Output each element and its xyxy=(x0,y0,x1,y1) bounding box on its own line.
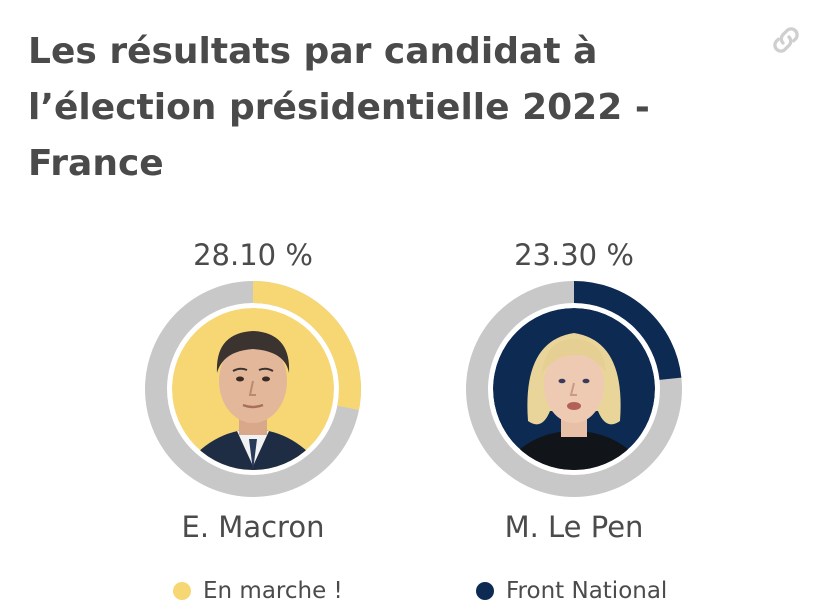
result-donut xyxy=(466,281,682,497)
party-legend: Front National xyxy=(476,578,756,604)
ring-progress xyxy=(466,281,682,497)
party-name: Front National xyxy=(506,578,668,604)
party-color-dot xyxy=(173,582,191,600)
percent-label: 23.30 % xyxy=(514,238,634,272)
ring-progress xyxy=(145,281,361,497)
party-name: En marche ! xyxy=(203,578,343,604)
candidate-name: M. Le Pen xyxy=(504,510,644,544)
candidate-le-pen[interactable]: 23.30 % xyxy=(454,232,694,604)
party-legend: En marche ! xyxy=(173,578,453,604)
link-icon[interactable] xyxy=(768,22,804,58)
candidate-macron[interactable]: 28.10 % xyxy=(133,232,373,604)
percent-label: 28.10 % xyxy=(193,238,313,272)
card-title: Les résultats par candidat à l’élection … xyxy=(28,31,650,184)
candidate-name: E. Macron xyxy=(181,510,325,544)
result-donut xyxy=(145,281,361,497)
party-color-dot xyxy=(476,582,494,600)
